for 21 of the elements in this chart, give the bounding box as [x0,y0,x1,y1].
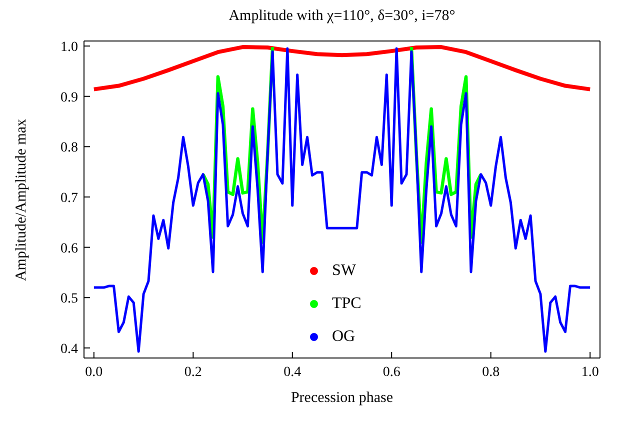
y-tick-label: 0.4 [60,342,78,357]
legend-label: OG [332,328,356,346]
chart-title: Amplitude with χ=110°, δ=30°, i=78° [228,8,456,25]
x-tick-label: 1.0 [581,364,599,380]
x-axis-title: Precession phase [290,390,394,407]
line-series [92,47,592,353]
x-tick-label: 0.8 [482,364,500,380]
legend-label: TPC [332,294,362,312]
x-tick-label: 0.4 [284,364,302,380]
y-tick-label: 0.9 [60,90,78,106]
y-tick-label: 0.7 [60,190,78,206]
legend-label: SW [332,262,356,280]
y-tick-label: 0.8 [60,140,78,156]
x-tick-label: 0.6 [382,364,400,380]
x-tick-label: 0.2 [184,364,202,380]
y-tick-label: 0.6 [60,241,78,256]
y-axis-title: Amplitude/Amplitude max [14,118,30,282]
y-tick-label: 1.0 [60,40,78,55]
y-tick-label: 0.5 [60,292,78,307]
line-series [92,45,592,92]
x-tick-label: 0.0 [85,364,103,380]
